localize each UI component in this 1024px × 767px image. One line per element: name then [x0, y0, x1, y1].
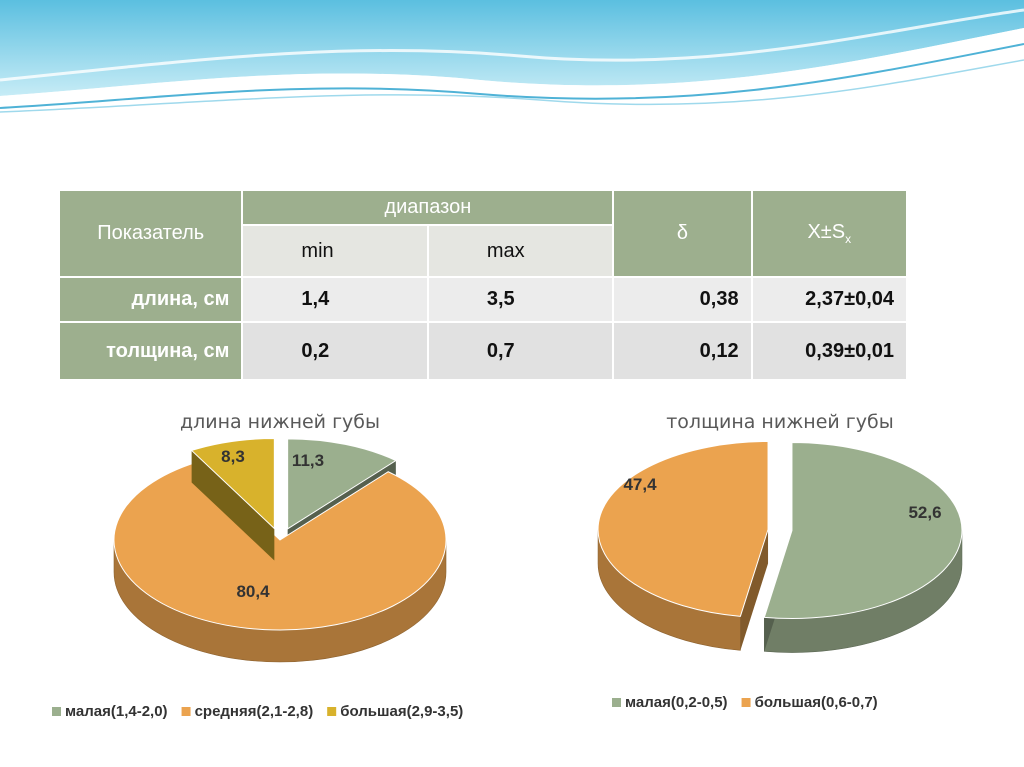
legend-label: средняя(2,1-2,8) [195, 703, 314, 720]
chart-title: толщина нижней губы [666, 411, 894, 433]
legend-label: большая(2,9-3,5) [340, 703, 463, 720]
header-min: min [243, 226, 427, 276]
header-mean: X±Sx [752, 191, 906, 276]
row-max: 3,5 [428, 278, 613, 321]
legend-item: малая(1,4-2,0) [52, 703, 168, 720]
legend-label: малая(0,2-0,5) [625, 694, 728, 711]
legend-item: средняя(2,1-2,8) [181, 703, 314, 720]
pie-slice [763, 442, 963, 653]
pie-slice-cut [191, 450, 275, 561]
pie-slice [597, 440, 769, 651]
data-label: 47,4 [623, 475, 657, 494]
row-delta: 0,12 [614, 323, 751, 379]
pie-chart-thickness: толщина нижней губы 52,6 47,4 малая(0,2-0… [597, 411, 963, 711]
legend-label: малая(1,4-2,0) [65, 703, 168, 720]
data-label: 8,3 [221, 447, 245, 466]
header-max: max [428, 226, 613, 276]
legend-swatch [612, 698, 621, 707]
legend-item: малая(0,2-0,5) [612, 694, 728, 711]
header-mean-sub: x [845, 232, 852, 246]
header-indicator: Показатель [60, 191, 242, 276]
legend-swatch [741, 698, 751, 707]
pie-slice [113, 461, 447, 663]
legend-item: большая(0,6-0,7) [741, 694, 878, 711]
pie-slice-top [287, 438, 397, 530]
data-label: 52,6 [908, 503, 941, 522]
pie-slice-top [113, 461, 447, 631]
wave-banner [0, 0, 1024, 113]
legend-label: большая(0,6-0,7) [755, 694, 878, 711]
header-range: диапазон [243, 191, 613, 224]
chart-title: длина нижней губы [180, 411, 380, 433]
pie-slice [190, 437, 275, 561]
table-row: длина, см 1,4 3,5 0,38 2,37±0,04 [60, 278, 906, 321]
pie-slice-cut [740, 529, 769, 651]
row-mean: 0,39±0,01 [752, 323, 906, 379]
legend-swatch [181, 707, 191, 716]
pie-slice-top [190, 437, 275, 530]
pie-chart-length: длина нижней губы 11,3 80,4 8,3 малая(1,4-… [52, 411, 463, 720]
header-mean-main: X±S [807, 221, 846, 243]
row-label: толщина, см [60, 323, 242, 379]
header-delta: δ [614, 191, 751, 276]
row-min: 1,4 [243, 278, 427, 321]
charts-area: длина нижней губы 11,3 80,4 8,3 малая(1,4-… [52, 411, 963, 720]
row-max: 0,7 [428, 323, 613, 379]
row-min: 0,2 [243, 323, 427, 379]
pie-slice-top [597, 440, 769, 617]
row-delta: 0,38 [614, 278, 751, 321]
legend-swatch [327, 707, 337, 716]
stats-table: Показатель диапазон δ X±Sx min max длина… [58, 189, 908, 381]
legend-item: большая(2,9-3,5) [327, 703, 463, 720]
data-label: 11,3 [292, 451, 324, 470]
pie-slice-top [763, 442, 963, 619]
legend-swatch [52, 707, 61, 716]
row-mean: 2,37±0,04 [752, 278, 906, 321]
data-label: 80,4 [236, 582, 270, 601]
row-label: длина, см [60, 278, 242, 321]
table-row: толщина, см 0,2 0,7 0,12 0,39±0,01 [60, 323, 906, 379]
